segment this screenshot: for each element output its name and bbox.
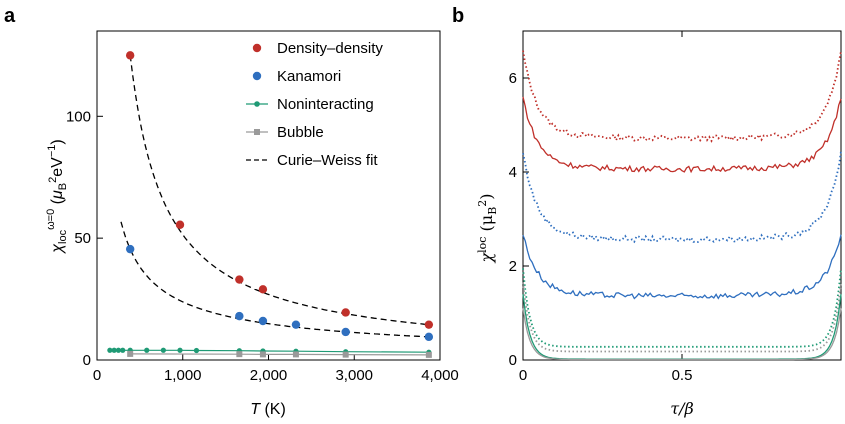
data-point <box>177 347 183 353</box>
data-point <box>341 327 350 337</box>
series-line-2 <box>109 349 429 353</box>
data-point <box>235 275 244 284</box>
panel-a-legend: Density–density Kanamori Noninteracting Bub… <box>246 40 383 169</box>
data-point <box>291 320 301 329</box>
data-point <box>193 347 200 354</box>
panel-a-xtick-label: 3,000 <box>335 367 373 384</box>
panel-a-letter: a <box>4 5 16 27</box>
data-point <box>424 320 434 329</box>
panel-b-xtick-label: 0 <box>519 367 527 384</box>
data-point <box>127 350 134 357</box>
legend-marker <box>252 71 262 81</box>
data-point <box>115 347 122 353</box>
panel-b-series-5 <box>522 282 842 353</box>
panel-b-ytick-label: 4 <box>509 164 517 181</box>
svg-text:χlocω=0 (μB2eV−1): χlocω=0 (μB2eV−1) <box>45 139 69 254</box>
series-line-3 <box>130 353 429 356</box>
data-point <box>111 347 117 353</box>
panel-b-frame <box>522 30 842 361</box>
curie-weiss-fit-kanamori <box>120 221 429 338</box>
legend-entry: Noninteracting <box>277 96 374 113</box>
panel-a-ytick-label: 0 <box>83 352 91 369</box>
panel-b-letter: b <box>452 5 464 27</box>
legend-entry: Density–density <box>277 40 383 57</box>
panel-b-ytick-label: 0 <box>509 352 517 369</box>
panel-b-ytick-label: 2 <box>509 258 517 275</box>
panel-a-xtick-label: 0 <box>93 367 101 384</box>
data-point <box>342 351 349 358</box>
panel-b-xtick-label: 0.5 <box>672 367 693 384</box>
panel-b-series-0 <box>522 50 842 143</box>
panel-a-ylabel: χlocω=0 (μB2eV−1) <box>45 139 69 254</box>
panel-b-xlabel: τ/β <box>670 399 694 418</box>
panel-a-ytick-label: 50 <box>74 230 91 247</box>
panel-b-series-2 <box>522 150 842 244</box>
data-point <box>259 351 266 358</box>
data-point <box>125 51 135 60</box>
panel-b-series-1 <box>522 96 842 174</box>
legend-marker <box>254 101 260 107</box>
panel-a-xlabel: T (K) <box>250 401 286 418</box>
panel-b-series-4 <box>522 268 842 348</box>
data-point <box>425 351 432 358</box>
legend-entry: Kanamori <box>277 68 341 85</box>
data-point <box>144 347 150 353</box>
panel-a-frame <box>96 30 441 361</box>
data-point <box>160 347 166 353</box>
panel-a-chart: 0 1,000 2,000 3,000 4,000 0 50 100 Density–dens… <box>45 30 459 418</box>
panel-a-xtick-label: 1,000 <box>164 367 202 384</box>
data-point <box>424 332 434 342</box>
legend-entry: Bubble <box>277 124 324 141</box>
panel-b-chart: 0 0.5 0 2 4 6 χloc (μB2) τ/β <box>476 30 842 418</box>
legend-entry: Curie–Weiss fit <box>277 152 378 169</box>
svg-text:χloc (μB2): χloc (μB2) <box>476 193 499 263</box>
panel-b-series-6 <box>522 294 842 360</box>
legend-marker <box>252 43 262 53</box>
data-point <box>292 351 299 358</box>
data-point <box>120 347 126 353</box>
data-point <box>175 220 185 229</box>
panel-a-xtick-label: 4,000 <box>421 367 459 384</box>
panel-b-ylabel: χloc (μB2) <box>476 193 499 263</box>
data-point <box>341 308 350 317</box>
curie-weiss-fit-density <box>129 55 429 326</box>
data-point <box>258 316 268 326</box>
panel-b-ytick-label: 6 <box>509 70 517 87</box>
legend-marker <box>254 129 260 135</box>
data-point <box>235 311 244 321</box>
data-point <box>125 244 135 254</box>
data-point <box>107 347 113 353</box>
panel-b-series-3 <box>522 234 842 300</box>
data-point <box>258 285 268 294</box>
panel-a-xtick-label: 2,000 <box>250 367 288 384</box>
panel-b-series-7 <box>522 308 842 361</box>
data-point <box>236 351 243 358</box>
panel-a-ytick-label: 100 <box>66 108 91 125</box>
